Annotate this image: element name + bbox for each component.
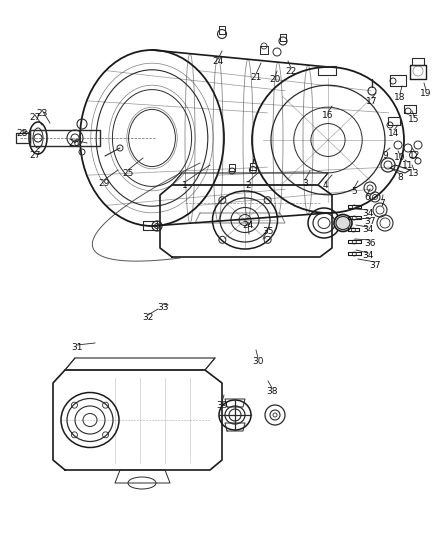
Text: 30: 30 bbox=[252, 357, 264, 366]
Text: 24: 24 bbox=[212, 58, 224, 67]
Text: 37: 37 bbox=[369, 261, 381, 270]
Text: 39: 39 bbox=[216, 400, 228, 409]
Text: 38: 38 bbox=[266, 386, 278, 395]
Text: 10: 10 bbox=[394, 154, 406, 163]
Text: 24: 24 bbox=[242, 221, 254, 230]
Text: 22: 22 bbox=[286, 67, 297, 76]
Text: 11: 11 bbox=[402, 160, 414, 169]
Text: 36: 36 bbox=[364, 238, 376, 247]
Text: 25: 25 bbox=[122, 168, 134, 177]
Text: 4: 4 bbox=[322, 182, 328, 190]
Text: 1: 1 bbox=[182, 181, 188, 190]
Text: 28: 28 bbox=[16, 128, 28, 138]
Text: 27: 27 bbox=[29, 150, 41, 159]
Text: 26: 26 bbox=[68, 139, 80, 148]
Text: 34: 34 bbox=[362, 208, 374, 217]
Text: 6: 6 bbox=[364, 193, 370, 203]
Text: 27: 27 bbox=[29, 114, 41, 123]
Text: 16: 16 bbox=[322, 110, 334, 119]
Text: 32: 32 bbox=[142, 313, 154, 322]
Text: 13: 13 bbox=[408, 168, 420, 177]
Text: 7: 7 bbox=[379, 198, 385, 207]
Text: 35: 35 bbox=[262, 228, 274, 237]
Text: 3: 3 bbox=[302, 179, 308, 188]
Text: 17: 17 bbox=[366, 96, 378, 106]
Text: 33: 33 bbox=[157, 303, 169, 311]
Text: 8: 8 bbox=[397, 173, 403, 182]
Text: 18: 18 bbox=[394, 93, 406, 101]
Text: 21: 21 bbox=[250, 72, 261, 82]
Text: 34: 34 bbox=[362, 252, 374, 261]
Text: 15: 15 bbox=[408, 115, 420, 124]
Text: 23: 23 bbox=[36, 109, 48, 117]
Text: 12: 12 bbox=[410, 150, 420, 159]
Text: 20: 20 bbox=[269, 76, 281, 85]
Text: 31: 31 bbox=[71, 343, 83, 352]
Ellipse shape bbox=[334, 214, 352, 231]
Text: 19: 19 bbox=[420, 88, 432, 98]
Text: 5: 5 bbox=[351, 187, 357, 196]
Text: 37: 37 bbox=[364, 216, 376, 225]
Text: 14: 14 bbox=[389, 128, 400, 138]
Text: 29: 29 bbox=[98, 179, 110, 188]
Text: 34: 34 bbox=[362, 225, 374, 235]
Text: 2: 2 bbox=[245, 181, 251, 190]
Text: 9: 9 bbox=[382, 150, 388, 159]
